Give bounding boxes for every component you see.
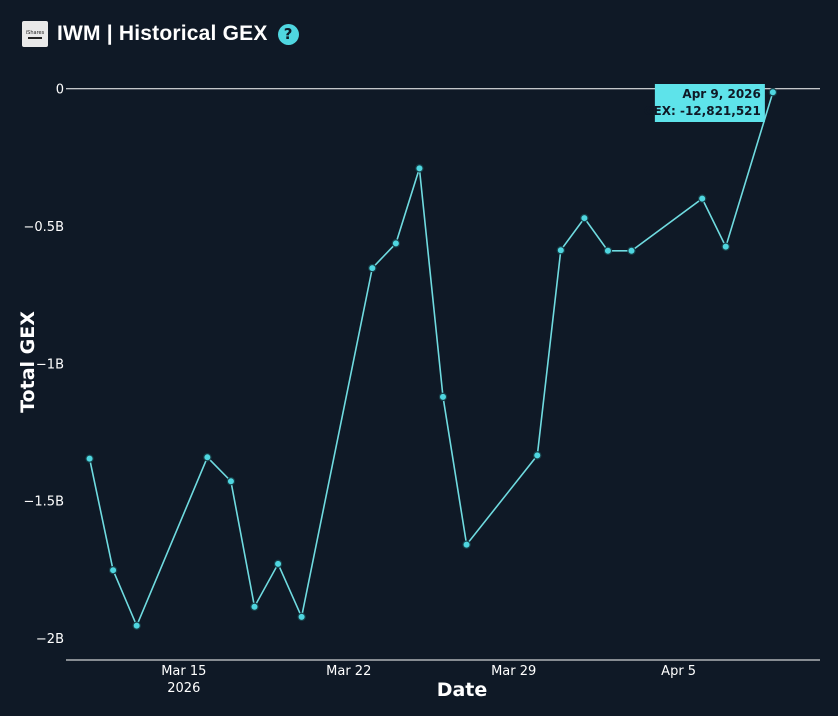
x-tick-label-3: Apr 5: [661, 664, 696, 679]
data-point-4[interactable]: [226, 477, 236, 486]
data-point-8[interactable]: [368, 263, 377, 273]
tooltip-date: Apr 9, 2026: [682, 87, 760, 101]
data-point-1[interactable]: [108, 565, 118, 575]
y-axis-title: Total GEX: [17, 311, 39, 413]
data-point-10[interactable]: [415, 164, 424, 173]
x-axis-ticks: Mar 15 2026 Mar 22 Mar 29 Apr 5: [161, 664, 696, 696]
x-tick-label-0: Mar 15: [161, 664, 206, 679]
series-line: [88, 92, 774, 628]
tooltip-box: [654, 84, 765, 122]
x-tick-label-1: Mar 22: [326, 664, 371, 679]
y-axis-ticks: 0 −0.5B −1B −1.5B −2B: [24, 83, 65, 647]
chart-header: iShares IWM | Historical GEX ?: [22, 20, 299, 48]
data-point-20[interactable]: [768, 88, 778, 97]
data-point-6[interactable]: [273, 559, 283, 569]
hover-tooltip: Apr 9, 2026 GEX: -12,821,521: [644, 84, 765, 122]
data-point-12[interactable]: [462, 540, 471, 549]
y-tick-label-4: −2B: [36, 632, 64, 647]
data-point-17[interactable]: [627, 246, 636, 255]
data-point-18[interactable]: [697, 194, 707, 203]
y-tick-label-1: −0.5B: [24, 220, 65, 235]
data-point-9[interactable]: [391, 239, 401, 248]
help-symbol: ?: [283, 25, 293, 43]
x-tick-label-2: Mar 29: [491, 664, 536, 679]
y-tick-label-0: 0: [56, 83, 64, 98]
ishares-logo: iShares: [22, 21, 48, 47]
data-point-14[interactable]: [556, 246, 566, 255]
data-point-11[interactable]: [438, 392, 448, 402]
x-tick-sublabel-0: 2026: [167, 681, 200, 696]
tooltip-value: GEX: -12,821,521: [644, 104, 761, 118]
data-point-5[interactable]: [250, 602, 259, 611]
data-point-3[interactable]: [203, 453, 212, 462]
question-circle-icon[interactable]: ?: [277, 23, 299, 45]
data-point-7[interactable]: [297, 612, 306, 622]
series-markers: [85, 88, 778, 630]
y-tick-label-2: −1B: [36, 357, 64, 372]
data-point-15[interactable]: [580, 213, 589, 223]
logo-text: iShares: [25, 29, 45, 36]
x-axis-title: Date: [437, 679, 488, 701]
data-point-0[interactable]: [85, 454, 94, 463]
data-point-16[interactable]: [603, 246, 613, 255]
data-point-2[interactable]: [132, 621, 141, 630]
page-title: IWM | Historical GEX: [57, 22, 268, 45]
data-point-19[interactable]: [721, 242, 730, 251]
data-point-13[interactable]: [533, 451, 542, 460]
y-tick-label-3: −1.5B: [24, 495, 65, 510]
